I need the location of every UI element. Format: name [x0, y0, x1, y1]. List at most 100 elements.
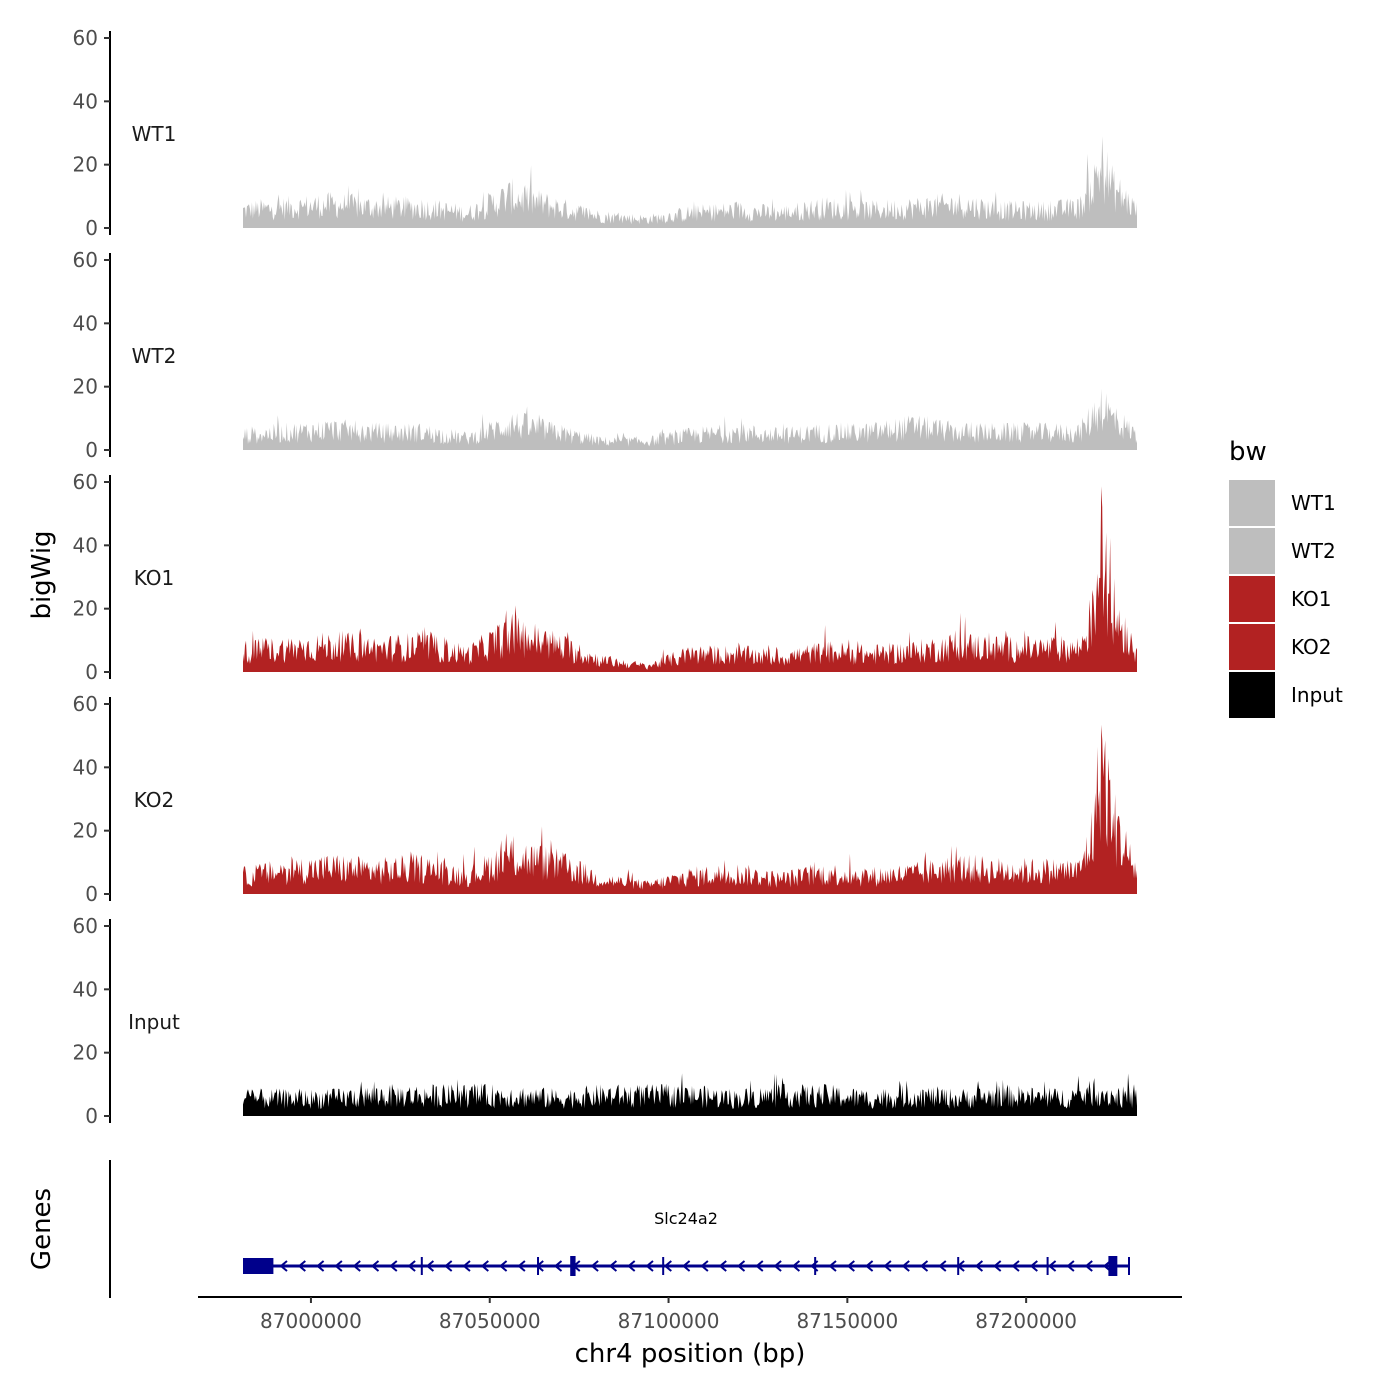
track-input: 0 20 40 60 Input	[73, 914, 1137, 1128]
legend-swatch-wt1	[1229, 480, 1275, 526]
strand-chevron	[736, 1260, 746, 1272]
legend-label-ko2: KO2	[1291, 635, 1332, 659]
strand-chevron	[1048, 1260, 1057, 1272]
y-tick-label: 0	[85, 882, 98, 906]
track-ko2: 0 20 40 60 KO2	[73, 692, 1137, 906]
strand-chevron	[517, 1260, 526, 1272]
x-tick-label: 87050000	[439, 1309, 541, 1333]
strand-chevron	[1011, 1260, 1020, 1272]
strand-chevron	[700, 1260, 709, 1272]
track-wt1: 0 20 40 60 WT1	[73, 26, 1137, 240]
strand-chevron	[663, 1260, 672, 1272]
exon-small	[957, 1257, 960, 1275]
y-tick-label: 0	[85, 660, 98, 684]
legend-swatch-ko1	[1229, 576, 1275, 622]
strand-chevron	[938, 1260, 947, 1272]
y-tick-label: 40	[73, 755, 98, 779]
strand-chevron	[993, 1260, 1002, 1272]
track-label-wt1: WT1	[132, 122, 177, 146]
y-tick-label: 20	[73, 597, 98, 621]
exon-small	[1128, 1257, 1130, 1275]
strand-chevron	[590, 1260, 599, 1272]
x-tick-label: 87000000	[260, 1309, 362, 1333]
legend-label-wt1: WT1	[1291, 491, 1336, 515]
y-axis-title: bigWig	[27, 530, 57, 619]
legend-label-ko1: KO1	[1291, 587, 1332, 611]
strand-chevron	[718, 1260, 727, 1272]
strand-chevron	[1084, 1260, 1093, 1272]
y-tick-label: 20	[73, 1041, 98, 1065]
track-label-input: Input	[128, 1010, 180, 1034]
y-tick-label: 0	[85, 216, 98, 240]
strand-chevron	[755, 1260, 764, 1272]
strand-chevron	[1029, 1260, 1038, 1272]
y-tick-label: 20	[73, 153, 98, 177]
strand-chevron	[407, 1260, 416, 1272]
strand-chevron	[919, 1260, 929, 1272]
exon-small	[537, 1257, 540, 1275]
strand-chevron	[627, 1260, 636, 1272]
gene-slc24a2: Slc24a2	[243, 1209, 1130, 1276]
y-tick-label: 40	[73, 89, 98, 113]
strand-chevron	[791, 1260, 801, 1272]
exon-small	[814, 1257, 817, 1275]
y-tick-label: 60	[73, 692, 98, 716]
signal-area-ko2	[243, 724, 1137, 894]
strand-chevron	[425, 1260, 435, 1272]
y-tick-label: 0	[85, 1104, 98, 1128]
strand-chevron	[883, 1260, 892, 1272]
strand-chevron	[553, 1260, 563, 1272]
strand-chevron	[1066, 1260, 1075, 1272]
track-wt2: 0 20 40 60 WT2	[73, 248, 1137, 462]
signal-area-wt1	[243, 136, 1137, 228]
strand-chevron	[297, 1260, 306, 1272]
strand-chevron	[279, 1260, 288, 1272]
strand-chevron	[444, 1260, 453, 1272]
signal-area-wt2	[243, 388, 1137, 450]
strand-chevron	[370, 1260, 380, 1272]
track-ko1: 0 20 40 60 KO1	[73, 470, 1137, 684]
y-tick-label: 20	[73, 375, 98, 399]
exon-small	[420, 1257, 423, 1275]
strand-chevron	[316, 1260, 325, 1272]
y-tick-label: 40	[73, 311, 98, 335]
strand-chevron	[773, 1260, 782, 1272]
strand-chevron	[846, 1260, 855, 1272]
y-tick-label: 40	[73, 977, 98, 1001]
signal-area-ko1	[243, 486, 1137, 672]
strand-chevron	[865, 1260, 874, 1272]
y-tick-label: 0	[85, 438, 98, 462]
strand-chevron	[499, 1260, 508, 1272]
y-tick-label: 20	[73, 819, 98, 843]
exon-small	[1046, 1257, 1049, 1275]
x-tick-label: 87100000	[618, 1309, 720, 1333]
gene-track-title: Genes	[27, 1188, 57, 1270]
signal-area-input	[243, 1073, 1137, 1116]
track-label-wt2: WT2	[132, 344, 177, 368]
exon	[570, 1256, 576, 1276]
track-label-ko2: KO2	[134, 788, 175, 812]
track-label-ko1: KO1	[134, 566, 175, 590]
x-axis: 87000000 87050000 87100000 87150000 87200000	[198, 1296, 1182, 1333]
legend-label-wt2: WT2	[1291, 539, 1336, 563]
strand-chevron	[334, 1260, 343, 1272]
legend-title: bw	[1229, 437, 1267, 467]
strand-chevron	[352, 1260, 361, 1272]
x-axis-title: chr4 position (bp)	[575, 1339, 806, 1369]
strand-chevron	[608, 1260, 618, 1272]
y-tick-label: 60	[73, 914, 98, 938]
strand-chevron	[645, 1260, 654, 1272]
y-tick-label: 60	[73, 470, 98, 494]
exon	[1108, 1256, 1118, 1276]
y-tick-label: 60	[73, 248, 98, 272]
y-tick-label: 60	[73, 26, 98, 50]
legend-swatch-ko2	[1229, 624, 1275, 670]
legend-swatch-wt2	[1229, 528, 1275, 574]
strand-chevron	[682, 1260, 691, 1272]
exon-small	[662, 1257, 665, 1275]
y-tick-label: 40	[73, 533, 98, 557]
strand-chevron	[462, 1260, 471, 1272]
strand-chevron	[974, 1260, 984, 1272]
legend: bw WT1 WT2 KO1 KO2 Input	[1229, 437, 1343, 718]
